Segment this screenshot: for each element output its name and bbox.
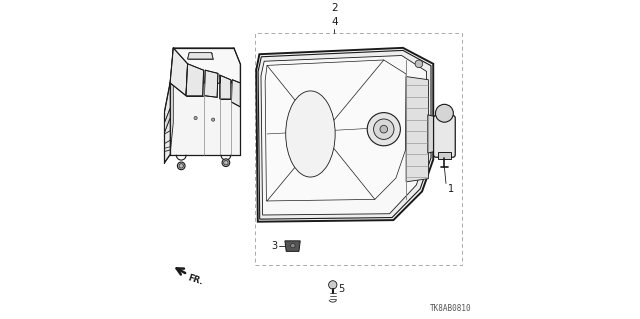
Polygon shape bbox=[428, 115, 435, 153]
Circle shape bbox=[179, 164, 184, 168]
FancyBboxPatch shape bbox=[433, 115, 455, 157]
Polygon shape bbox=[164, 83, 170, 163]
Circle shape bbox=[415, 60, 422, 68]
Polygon shape bbox=[285, 241, 300, 251]
Text: TK8AB0810: TK8AB0810 bbox=[430, 304, 472, 313]
Circle shape bbox=[380, 125, 388, 133]
Circle shape bbox=[222, 159, 230, 167]
Polygon shape bbox=[204, 70, 218, 97]
Polygon shape bbox=[173, 48, 240, 83]
Polygon shape bbox=[220, 75, 230, 99]
FancyBboxPatch shape bbox=[438, 152, 451, 159]
Polygon shape bbox=[232, 80, 240, 107]
Circle shape bbox=[291, 243, 295, 248]
Text: FR.: FR. bbox=[187, 273, 205, 287]
Polygon shape bbox=[170, 48, 173, 155]
Text: 3: 3 bbox=[272, 241, 278, 251]
Polygon shape bbox=[406, 77, 428, 182]
Text: 5: 5 bbox=[339, 284, 345, 294]
Polygon shape bbox=[170, 48, 188, 96]
Bar bbox=[255, 33, 462, 265]
Circle shape bbox=[212, 118, 215, 121]
Polygon shape bbox=[265, 60, 406, 201]
Ellipse shape bbox=[285, 91, 335, 177]
Polygon shape bbox=[258, 50, 431, 219]
Text: 2: 2 bbox=[331, 3, 338, 13]
Text: 4: 4 bbox=[331, 17, 338, 27]
Circle shape bbox=[177, 162, 185, 170]
Circle shape bbox=[435, 104, 453, 122]
Polygon shape bbox=[188, 53, 213, 59]
Polygon shape bbox=[261, 56, 426, 215]
Text: 1: 1 bbox=[447, 184, 454, 194]
Circle shape bbox=[223, 160, 228, 165]
Polygon shape bbox=[164, 108, 170, 132]
Circle shape bbox=[367, 113, 401, 146]
Polygon shape bbox=[256, 48, 433, 222]
Circle shape bbox=[194, 116, 197, 120]
Circle shape bbox=[328, 281, 337, 289]
Circle shape bbox=[374, 119, 394, 139]
Polygon shape bbox=[186, 64, 204, 96]
Polygon shape bbox=[170, 83, 240, 155]
